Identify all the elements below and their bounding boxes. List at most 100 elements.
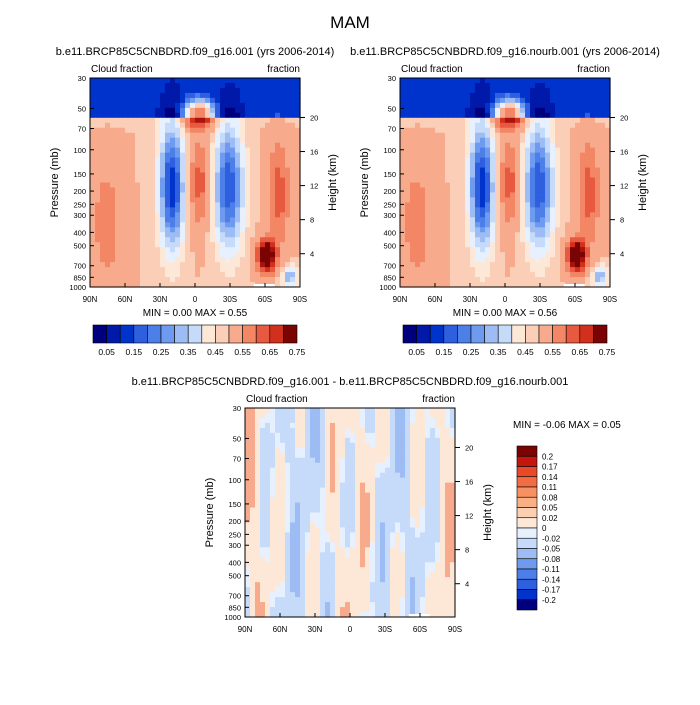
contour-cell <box>160 252 166 258</box>
contour-cell <box>240 138 246 144</box>
contour-cell <box>335 488 341 494</box>
contour-cell <box>155 202 161 208</box>
contour-cell <box>275 272 281 278</box>
contour-cell <box>210 252 216 258</box>
contour-cell <box>245 473 251 479</box>
contour-cell <box>165 133 171 139</box>
contour-cell <box>210 178 216 184</box>
contour-cell <box>305 478 311 484</box>
contour-cell <box>145 187 151 193</box>
contour-cell <box>130 187 136 193</box>
colorbar-box <box>430 325 444 343</box>
y-tick-label: 400 <box>73 228 86 237</box>
contour-cell <box>505 277 511 283</box>
contour-cell <box>490 133 496 139</box>
y-tick-label: 100 <box>383 146 396 155</box>
contour-cell <box>380 542 386 548</box>
contour-cell <box>495 247 501 253</box>
contour-cell <box>430 207 436 213</box>
contour-cell <box>295 483 301 489</box>
contour-cell <box>130 178 136 184</box>
contour-cell <box>400 478 406 484</box>
contour-cell <box>220 217 226 223</box>
contour-cell <box>450 217 456 223</box>
contour-cell <box>415 458 421 464</box>
contour-cell <box>290 93 296 99</box>
contour-cell <box>565 247 571 253</box>
contour-cell <box>540 113 546 119</box>
contour-cell <box>145 212 151 218</box>
contour-cell <box>175 103 181 109</box>
contour-cell <box>285 217 291 223</box>
contour-cell <box>490 257 496 263</box>
contour-cell <box>315 508 321 514</box>
contour-cell <box>365 438 371 444</box>
contour-cell <box>210 262 216 268</box>
contour-cell <box>275 478 281 484</box>
contour-cell <box>460 207 466 213</box>
contour-cell <box>370 517 376 523</box>
contour-cell <box>135 183 141 189</box>
contour-cell <box>465 187 471 193</box>
contour-cell <box>340 542 346 548</box>
contour-cell <box>360 423 366 429</box>
contour-cell <box>165 143 171 149</box>
contour-cell <box>515 222 521 228</box>
contour-cell <box>520 202 526 208</box>
contour-cell <box>145 237 151 243</box>
contour-cell <box>460 237 466 243</box>
contour-cell <box>410 242 416 248</box>
contour-cell <box>510 242 516 248</box>
contour-cell <box>555 237 561 243</box>
contour-cell <box>360 532 366 538</box>
contour-cell <box>280 542 286 548</box>
contour-cell <box>325 423 331 429</box>
contour-cell <box>290 408 296 414</box>
contour-cell <box>205 83 211 89</box>
contour-cell <box>415 78 421 84</box>
contour-cell <box>525 197 531 203</box>
contour-cell <box>535 192 541 198</box>
contour-cell <box>405 262 411 268</box>
contour-cell <box>570 158 576 164</box>
contour-cell <box>410 118 416 124</box>
contour-cell <box>245 158 251 164</box>
contour-cell <box>435 277 441 283</box>
contour-cell <box>595 93 601 99</box>
contour-cell <box>245 133 251 139</box>
contour-cell <box>180 128 186 134</box>
contour-cell <box>285 128 291 134</box>
contour-cell <box>265 522 271 528</box>
contour-cell <box>280 463 286 469</box>
contour-cell <box>445 262 451 268</box>
contour-cell <box>600 237 606 243</box>
contour-cell <box>570 98 576 104</box>
contour-cell <box>415 138 421 144</box>
contour-cell <box>115 143 121 149</box>
contour-cell <box>375 493 381 499</box>
contour-cell <box>445 413 451 419</box>
contour-cell <box>260 513 266 519</box>
contour-cell <box>290 103 296 109</box>
contour-cell <box>415 267 421 273</box>
contour-cell <box>265 498 271 504</box>
contour-cell <box>225 197 231 203</box>
contour-cell <box>250 183 256 189</box>
contour-cell <box>185 232 191 238</box>
contour-cell <box>95 168 101 174</box>
contour-cell <box>485 143 491 149</box>
contour-cell <box>330 468 336 474</box>
contour-cell <box>155 227 161 233</box>
contour-cell <box>155 242 161 248</box>
contour-cell <box>300 463 306 469</box>
contour-cell <box>195 138 201 144</box>
contour-cell <box>280 508 286 514</box>
contour-cell <box>105 98 111 104</box>
contour-cell <box>445 183 451 189</box>
y-tick-label: 850 <box>73 273 86 282</box>
contour-cell <box>280 423 286 429</box>
contour-cell <box>240 267 246 273</box>
contour-cell <box>300 517 306 523</box>
contour-cell <box>485 227 491 233</box>
contour-cell <box>405 493 411 499</box>
